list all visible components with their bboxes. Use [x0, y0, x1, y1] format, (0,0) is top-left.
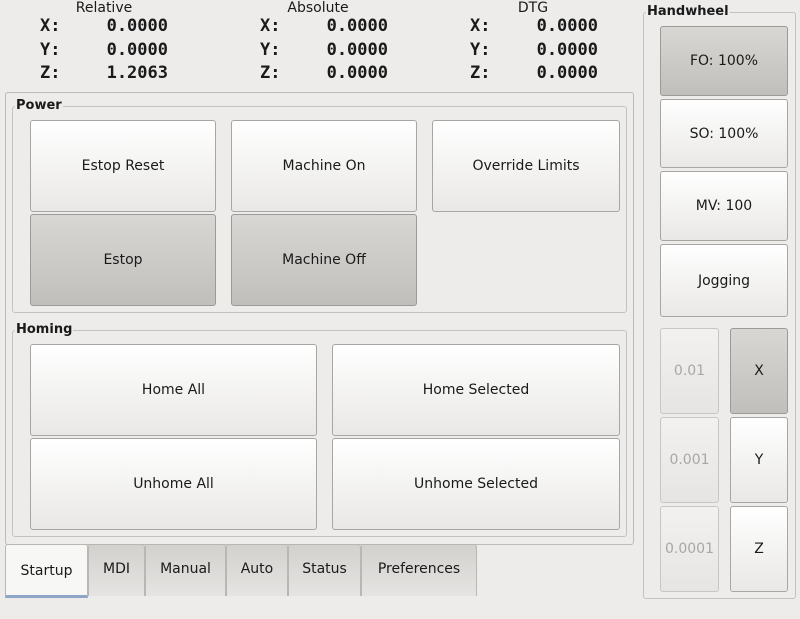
axis-label: X:: [40, 16, 61, 36]
tab-manual[interactable]: Manual: [145, 544, 226, 596]
tab-status[interactable]: Status: [288, 544, 361, 596]
machine-off-button[interactable]: Machine Off: [231, 214, 417, 306]
axis-label: Z:: [260, 63, 281, 83]
tab-preferences[interactable]: Preferences: [361, 544, 477, 596]
estop-reset-button[interactable]: Estop Reset: [30, 120, 216, 212]
relative-y-value: 0.0000: [106, 40, 168, 60]
max-velocity-button[interactable]: MV: 100: [660, 171, 788, 241]
axis-y-button[interactable]: Y: [730, 417, 788, 503]
unhome-all-button[interactable]: Unhome All: [30, 438, 317, 530]
relative-z-value: 1.2063: [106, 63, 168, 83]
unhome-selected-button[interactable]: Unhome Selected: [332, 438, 620, 530]
override-limits-button[interactable]: Override Limits: [432, 120, 620, 212]
feed-override-button[interactable]: FO: 100%: [660, 26, 788, 96]
absolute-x-value: 0.0000: [326, 16, 388, 36]
tab-auto[interactable]: Auto: [226, 544, 288, 596]
power-group: [12, 106, 627, 313]
home-all-button[interactable]: Home All: [30, 344, 317, 436]
axis-label: Z:: [470, 63, 491, 83]
dro-relative-title: Relative: [75, 0, 133, 16]
home-selected-button[interactable]: Home Selected: [332, 344, 620, 436]
step-0.01-button[interactable]: 0.01: [660, 328, 719, 414]
estop-button[interactable]: Estop: [30, 214, 216, 306]
axis-label: Y:: [470, 40, 491, 60]
relative-x-value: 0.0000: [106, 16, 168, 36]
step-0.001-button[interactable]: 0.001: [660, 417, 719, 503]
axis-x-button[interactable]: X: [730, 328, 788, 414]
absolute-z-value: 0.0000: [326, 63, 388, 83]
axis-z-button[interactable]: Z: [730, 506, 788, 592]
dro-dtg-title: DTG: [517, 0, 549, 16]
homing-group-title: Homing: [15, 322, 74, 337]
spindle-override-button[interactable]: SO: 100%: [660, 99, 788, 168]
axis-label: X:: [260, 16, 281, 36]
dtg-z-value: 0.0000: [536, 63, 598, 83]
dtg-y-value: 0.0000: [536, 40, 598, 60]
axis-label: Z:: [40, 63, 61, 83]
power-group-title: Power: [15, 98, 63, 113]
dro-absolute-title: Absolute: [287, 0, 349, 16]
dtg-x-value: 0.0000: [536, 16, 598, 36]
axis-label: Y:: [260, 40, 281, 60]
machine-on-button[interactable]: Machine On: [231, 120, 417, 212]
jogging-button[interactable]: Jogging: [660, 244, 788, 317]
tab-startup[interactable]: Startup: [5, 544, 88, 598]
handwheel-group-title: Handwheel: [646, 4, 730, 19]
axis-label: Y:: [40, 40, 61, 60]
absolute-y-value: 0.0000: [326, 40, 388, 60]
step-0.0001-button[interactable]: 0.0001: [660, 506, 719, 592]
axis-label: X:: [470, 16, 491, 36]
tab-mdi[interactable]: MDI: [88, 544, 145, 596]
homing-group: [12, 330, 627, 537]
